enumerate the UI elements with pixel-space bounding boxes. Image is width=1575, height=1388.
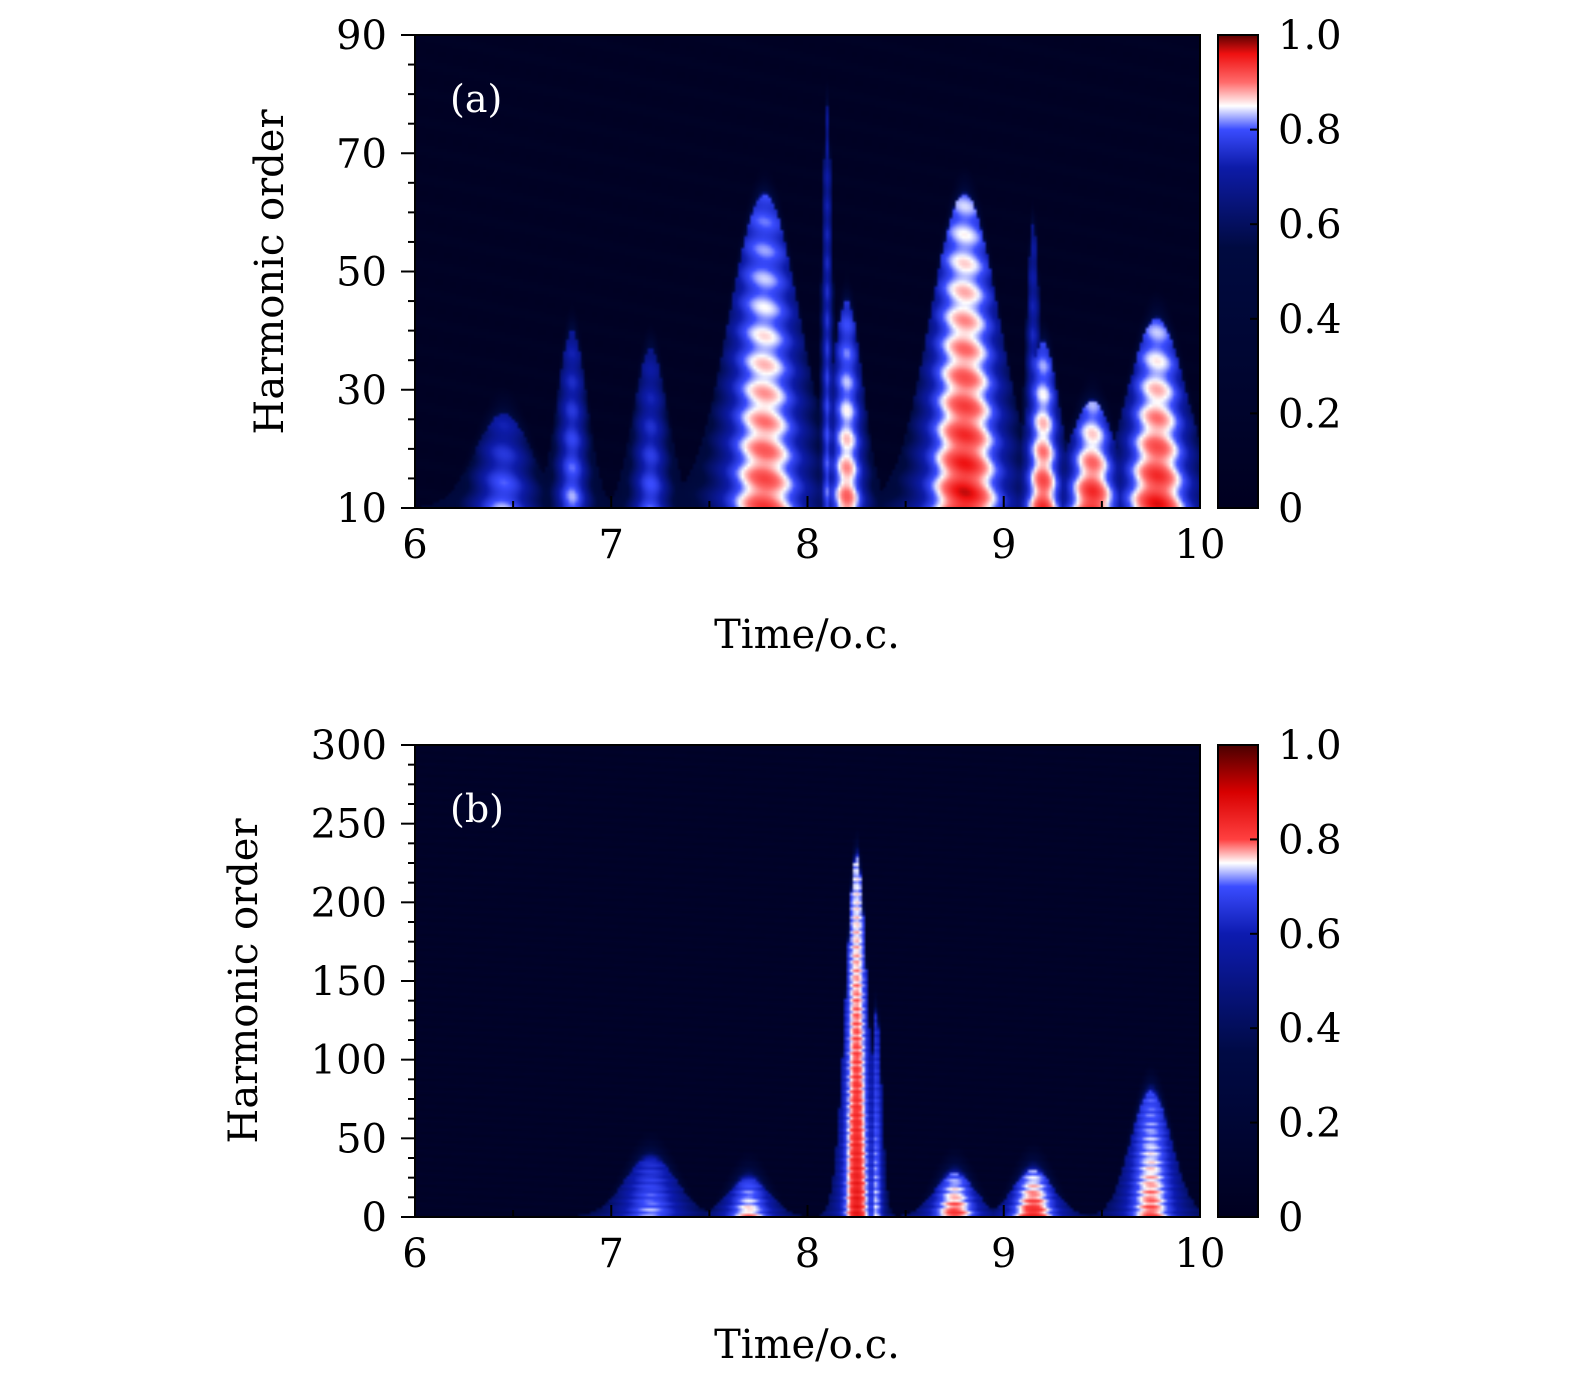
y-tick-label-b: 250 [311, 802, 387, 848]
colorbar-tick-label-b: 0.2 [1278, 1101, 1342, 1147]
y-tick-label-b: 50 [336, 1116, 387, 1162]
x-axis-label-a: Time/o.c. [714, 612, 900, 658]
y-axis-label-a: Harmonic order [247, 109, 293, 435]
x-axis-label-b: Time/o.c. [714, 1322, 900, 1368]
x-tick-label-a: 6 [402, 522, 427, 568]
y-tick-label-a: 30 [336, 368, 387, 414]
heatmap-a [415, 35, 1200, 508]
colorbar-ticks-a: 0 0.2 0.4 0.6 0.8 1.0 [1250, 13, 1342, 532]
colorbar-a [1217, 34, 1259, 509]
x-tick-label-a: 9 [991, 522, 1016, 568]
heatmap-b [415, 745, 1200, 1217]
y-tick-label-b: 100 [311, 1038, 387, 1084]
axes-a: 6 7 8 9 10 10 30 50 70 90 [336, 13, 1225, 568]
colorbar-tick-label-b: 0 [1278, 1195, 1303, 1241]
x-tick-label-b: 10 [1175, 1231, 1226, 1277]
x-tick-label-b: 6 [402, 1231, 427, 1277]
colorbar-ticks-b: 0 0.2 0.4 0.6 0.8 1.0 [1250, 723, 1342, 1241]
y-tick-label-b: 150 [311, 959, 387, 1005]
colorbar-tick-label-a: 0.8 [1278, 108, 1342, 154]
panel-a: 6 7 8 9 10 10 30 50 70 90 (a) Time/o.c. Harmonic … [247, 13, 1342, 658]
colorbar-tick-label-b: 0.4 [1278, 1006, 1342, 1052]
colorbar-tick-label-b: 1.0 [1278, 723, 1342, 769]
x-tick-label-b: 9 [991, 1231, 1016, 1277]
colorbar-tick-label-b: 0.6 [1278, 912, 1342, 958]
y-tick-label-a: 10 [336, 486, 387, 532]
x-tick-label-a: 8 [795, 522, 820, 568]
y-tick-label-a: 50 [336, 250, 387, 296]
colorbar-tick-label-a: 0.4 [1278, 297, 1342, 343]
colorbar-b [1217, 744, 1259, 1218]
colorbar-tick-label-a: 0.2 [1278, 391, 1342, 437]
x-tick-label-b: 8 [795, 1231, 820, 1277]
y-tick-label-b: 300 [311, 723, 387, 769]
colorbar-tick-label-b: 0.8 [1278, 817, 1342, 863]
colorbar-tick-label-a: 0 [1278, 486, 1303, 532]
y-axis-label-b: Harmonic order [221, 818, 267, 1144]
x-tick-label-a: 7 [599, 522, 624, 568]
panel-label-a: (a) [450, 77, 502, 121]
colorbar-tick-label-a: 0.6 [1278, 202, 1342, 248]
y-tick-label-a: 90 [336, 13, 387, 59]
x-tick-label-b: 7 [599, 1231, 624, 1277]
x-tick-label-a: 10 [1175, 522, 1226, 568]
panel-label-b: (b) [450, 787, 504, 831]
y-tick-label-b: 200 [311, 880, 387, 926]
y-tick-label-a: 70 [336, 131, 387, 177]
y-tick-label-b: 0 [362, 1195, 387, 1241]
colorbar-tick-label-a: 1.0 [1278, 13, 1342, 59]
